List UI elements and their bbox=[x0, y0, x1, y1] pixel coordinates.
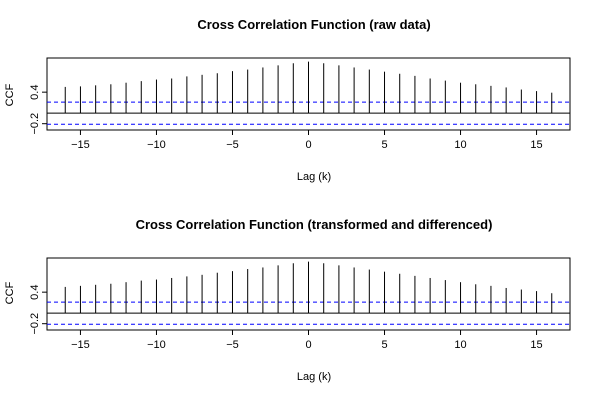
y-tick-label: 0.4 bbox=[29, 285, 41, 300]
x-tick-label: 15 bbox=[530, 139, 542, 151]
ccf-panel-transformed: Cross Correlation Function (transformed … bbox=[4, 217, 571, 383]
x-tick-label: 10 bbox=[454, 339, 466, 351]
x-axis-label-raw: Lag (k) bbox=[297, 171, 331, 183]
x-tick-label: 0 bbox=[305, 139, 311, 151]
y-axis-label-transformed: CCF bbox=[4, 281, 16, 304]
chart-title-transformed: Cross Correlation Function (transformed … bbox=[136, 217, 493, 232]
chart-title-raw: Cross Correlation Function (raw data) bbox=[197, 17, 430, 32]
y-tick-label: 0.4 bbox=[29, 85, 41, 100]
x-tick-label: 10 bbox=[454, 139, 466, 151]
plot-area-raw: −15 −10 −5 0 5 10 15 −0.2 0.4 bbox=[29, 57, 571, 151]
x-tick-label: −10 bbox=[147, 139, 166, 151]
x-tick-label: −10 bbox=[147, 339, 166, 351]
x-tick-label: 5 bbox=[381, 339, 387, 351]
x-tick-label: 5 bbox=[381, 139, 387, 151]
y-tick-label: −0.2 bbox=[29, 113, 41, 135]
y-tick-label: −0.2 bbox=[29, 313, 41, 335]
y-axis-label-raw: CCF bbox=[4, 83, 16, 106]
x-tick-label: −5 bbox=[226, 139, 239, 151]
x-tick-label: −5 bbox=[226, 339, 239, 351]
x-tick-label: 0 bbox=[305, 339, 311, 351]
x-tick-label: −15 bbox=[71, 339, 90, 351]
ccf-panel-raw: Cross Correlation Function (raw data) −1… bbox=[4, 17, 571, 183]
plot-area-transformed: −15 −10 −5 0 5 10 15 −0.2 0.4 bbox=[29, 257, 571, 351]
x-axis-label-transformed: Lag (k) bbox=[297, 371, 331, 383]
x-tick-label: −15 bbox=[71, 139, 90, 151]
x-tick-label: 15 bbox=[530, 339, 542, 351]
